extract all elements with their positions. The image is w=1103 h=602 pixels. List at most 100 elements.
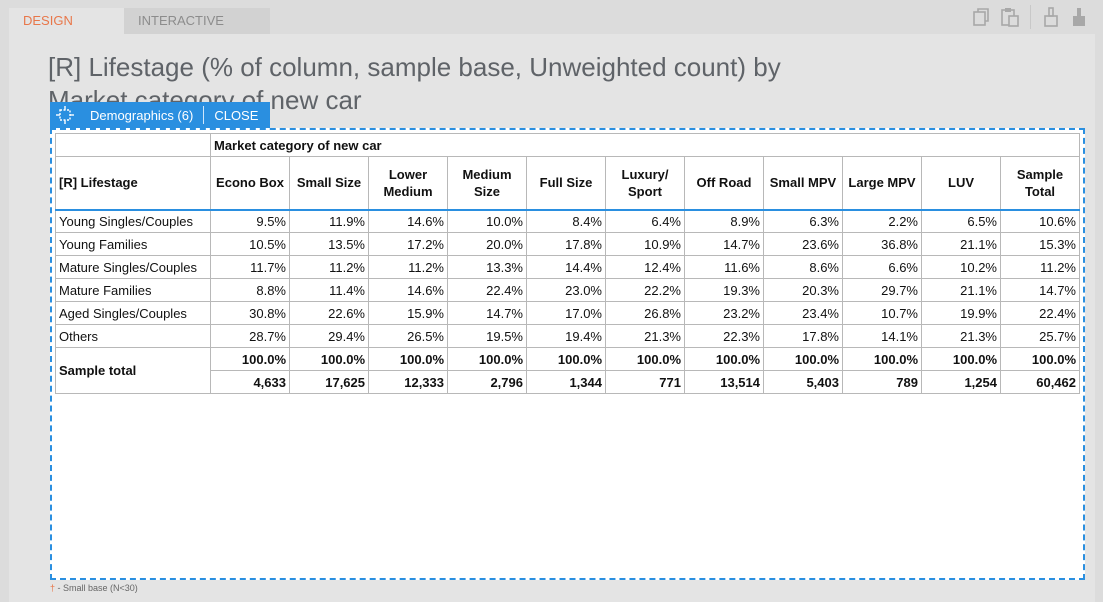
value-cell: 29.7% — [842, 278, 922, 302]
total-percent-cell: 100.0% — [605, 347, 685, 371]
value-cell: 14.7% — [1000, 278, 1080, 302]
selection-divider — [203, 106, 205, 124]
value-cell: 22.6% — [289, 301, 369, 325]
toolbar-icons — [968, 0, 1093, 34]
table-row: Mature Singles/Couples 11.7% 11.2% 11.2% 13.… — [55, 255, 1080, 279]
column-header: Small Size — [289, 156, 369, 210]
value-cell: 21.3% — [921, 324, 1001, 348]
value-cell: 23.0% — [526, 278, 606, 302]
total-percent-cell: 100.0% — [210, 347, 290, 371]
corner-cell — [55, 133, 211, 157]
column-header: Large MPV — [842, 156, 922, 210]
value-cell: 13.5% — [289, 232, 369, 256]
total-count-cell: 789 — [842, 370, 922, 394]
value-cell: 14.6% — [368, 208, 448, 233]
value-cell: 12.4% — [605, 255, 685, 279]
value-cell: 11.9% — [289, 208, 369, 233]
footnote-text: - Small base (N<30) — [55, 583, 138, 593]
value-cell: 20.3% — [763, 278, 843, 302]
column-header: Econo Box — [210, 156, 290, 210]
value-cell: 8.8% — [210, 278, 290, 302]
page-title: [R] Lifestage (% of column, sample base,… — [48, 52, 781, 115]
column-header: LUV — [921, 156, 1001, 210]
crosstab-table: Market category of new car [R] Lifestage… — [55, 133, 1080, 394]
row-label: Young Singles/Couples — [55, 208, 211, 233]
value-cell: 26.5% — [368, 324, 448, 348]
column-header: Medium Size — [447, 156, 527, 210]
column-group-label: Market category of new car — [210, 133, 1080, 157]
value-cell: 10.6% — [1000, 208, 1080, 233]
total-percent-cell: 100.0% — [1000, 347, 1080, 371]
value-cell: 9.5% — [210, 208, 290, 233]
value-cell: 17.0% — [526, 301, 606, 325]
value-cell: 14.7% — [684, 232, 764, 256]
format-brush-outline-icon[interactable] — [1037, 2, 1065, 32]
value-cell: 30.8% — [210, 301, 290, 325]
total-count-cell: 4,633 — [210, 370, 290, 394]
row-variable-header: [R] Lifestage — [55, 156, 211, 210]
value-cell: 28.7% — [210, 324, 290, 348]
total-percent-cell: 100.0% — [526, 347, 606, 371]
value-cell: 11.2% — [289, 255, 369, 279]
value-cell: 17.8% — [763, 324, 843, 348]
value-cell: 21.1% — [921, 278, 1001, 302]
column-header: Full Size — [526, 156, 606, 210]
close-button[interactable]: CLOSE — [214, 107, 259, 123]
value-cell: 17.2% — [368, 232, 448, 256]
value-cell: 19.3% — [684, 278, 764, 302]
value-cell: 11.4% — [289, 278, 369, 302]
selection-badge: Demographics (6) CLOSE — [50, 102, 271, 128]
value-cell: 10.2% — [921, 255, 1001, 279]
value-cell: 15.3% — [1000, 232, 1080, 256]
selection-label[interactable]: Demographics (6) — [90, 107, 194, 123]
total-count-cell: 5,403 — [763, 370, 843, 394]
selection-frame-icon[interactable] — [50, 102, 80, 128]
total-row-label: Sample total — [55, 347, 211, 394]
value-cell: 22.4% — [1000, 301, 1080, 325]
value-cell: 6.3% — [763, 208, 843, 233]
value-cell: 8.4% — [526, 208, 606, 233]
value-cell: 14.4% — [526, 255, 606, 279]
column-header: Sample Total — [1000, 156, 1080, 210]
total-count-cell: 12,333 — [368, 370, 448, 394]
total-percent-cell: 100.0% — [447, 347, 527, 371]
value-cell: 2.2% — [842, 208, 922, 233]
mode-toolbar: DESIGN MODE INTERACTIVE MODE — [0, 0, 1103, 54]
table-row: Young Families 10.5% 13.5% 17.2% 20.0% 17.8% 1… — [55, 232, 1080, 256]
value-cell: 20.0% — [447, 232, 527, 256]
row-label: Aged Singles/Couples — [55, 301, 211, 325]
value-cell: 17.8% — [526, 232, 606, 256]
value-cell: 19.5% — [447, 324, 527, 348]
tab-interactive-mode[interactable]: INTERACTIVE MODE — [124, 8, 270, 54]
value-cell: 11.7% — [210, 255, 290, 279]
value-cell: 21.1% — [921, 232, 1001, 256]
table-row: Young Singles/Couples 9.5% 11.9% 14.6% 10.0%… — [55, 208, 1080, 233]
value-cell: 19.4% — [526, 324, 606, 348]
format-brush-filled-icon[interactable] — [1065, 2, 1093, 32]
total-percent-cell: 100.0% — [289, 347, 369, 371]
value-cell: 21.3% — [605, 324, 685, 348]
value-cell: 10.9% — [605, 232, 685, 256]
value-cell: 11.2% — [368, 255, 448, 279]
value-cell: 14.7% — [447, 301, 527, 325]
row-label: Mature Singles/Couples — [55, 255, 211, 279]
value-cell: 29.4% — [289, 324, 369, 348]
value-cell: 22.3% — [684, 324, 764, 348]
value-cell: 13.3% — [447, 255, 527, 279]
total-percent-cell: 100.0% — [684, 347, 764, 371]
value-cell: 36.8% — [842, 232, 922, 256]
total-count-row: 4,633 17,625 12,333 2,796 1,344 771 13,5… — [56, 370, 1080, 394]
value-cell: 22.4% — [447, 278, 527, 302]
tab-design-mode[interactable]: DESIGN MODE — [9, 8, 124, 54]
copy-icon[interactable] — [968, 2, 996, 32]
total-count-cell: 17,625 — [289, 370, 369, 394]
value-cell: 26.8% — [605, 301, 685, 325]
total-percent-row: Sample total 100.0% 100.0% 100.0% 100.0%… — [55, 347, 1080, 394]
table-row: Mature Families 8.8% 11.4% 14.6% 22.4% 23.0% 2… — [55, 278, 1080, 302]
table-row: Aged Singles/Couples 30.8% 22.6% 15.9% 14.7%… — [55, 301, 1080, 325]
total-count-cell: 13,514 — [684, 370, 764, 394]
value-cell: 14.1% — [842, 324, 922, 348]
value-cell: 8.9% — [684, 208, 764, 233]
paste-icon[interactable] — [996, 2, 1024, 32]
column-header: Lower Medium — [368, 156, 448, 210]
